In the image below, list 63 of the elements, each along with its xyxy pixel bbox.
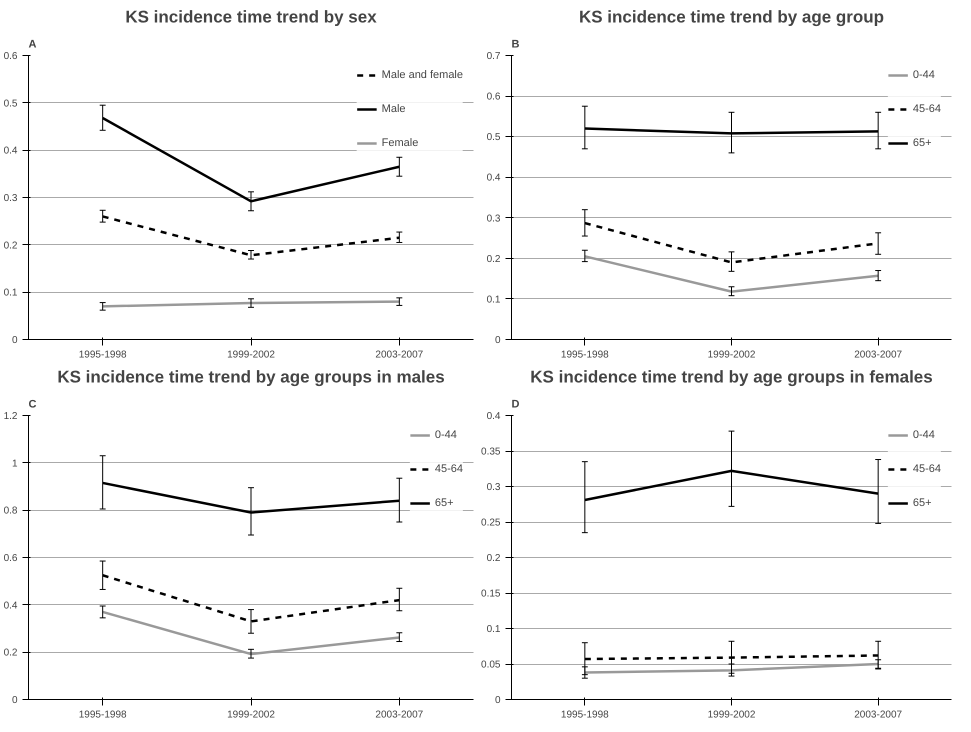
y-tick-label: 0.25 (481, 518, 501, 528)
x-tick-label: 2003-2007 (854, 710, 903, 720)
y-tick-label: 0.2 (4, 648, 18, 659)
y-tick-label: 0.1 (4, 288, 18, 299)
y-tick-label: 0.2 (4, 240, 18, 252)
x-tick-label: 1995-1998 (560, 710, 610, 720)
legend-label: 0-44 (912, 69, 935, 81)
y-tick-label: 0.3 (486, 213, 501, 224)
legend-label: 45-64 (434, 463, 463, 475)
legend-label: 65+ (912, 497, 933, 509)
y-tick-label: 0.8 (4, 506, 18, 517)
legend-label: 45-64 (912, 463, 941, 475)
y-tick-label: 0.6 (486, 92, 501, 103)
y-tick-label: 0.4 (486, 172, 501, 184)
x-tick-label: 1999-2002 (227, 350, 276, 360)
y-tick-label: 0 (494, 335, 501, 346)
y-tick-label: 0.15 (481, 588, 501, 600)
y-tick-label: 0.05 (481, 660, 501, 670)
x-tick-label: 1999-2002 (227, 710, 276, 720)
y-tick-label: 0.1 (486, 294, 501, 306)
y-tick-label: 0.6 (4, 51, 18, 62)
legend-label: 65+ (912, 137, 933, 149)
chart-title: KS incidence time trend by sex (125, 8, 378, 26)
legend-label: 0-44 (912, 429, 935, 441)
legend-label: Male and female (382, 69, 463, 81)
y-tick-label: 0.5 (4, 98, 18, 110)
y-tick-label: 0.3 (4, 193, 18, 204)
y-tick-label: 0.4 (4, 600, 18, 612)
x-tick-label: 2003-2007 (854, 350, 903, 360)
legend-label: 45-64 (912, 103, 941, 115)
text: C (28, 398, 36, 410)
legend-label: Female (382, 137, 418, 149)
y-tick-label: 0.7 (486, 51, 501, 62)
x-tick-label: 1995-1998 (78, 350, 128, 360)
y-tick-label: 0.5 (486, 132, 501, 144)
y-tick-label: 0 (12, 695, 18, 706)
text: A (28, 38, 36, 50)
chart-title: KS incidence time trend by age groups in females (530, 368, 933, 386)
x-tick-label: 1999-2002 (708, 710, 756, 720)
x-tick-label: 1999-2002 (708, 350, 756, 360)
y-tick-label: 0 (12, 335, 18, 346)
y-tick-label: 0.4 (486, 411, 501, 422)
chart-title: KS incidence time trend by age groups in males (57, 368, 445, 386)
x-tick-label: 2003-2007 (375, 710, 424, 720)
legend-label: Male (382, 103, 406, 115)
x-tick-label: 1995-1998 (78, 710, 128, 720)
y-tick-label: 1 (12, 458, 18, 470)
text: B (512, 38, 520, 50)
x-tick-label: 1995-1998 (560, 350, 610, 360)
y-tick-label: 0.6 (4, 553, 18, 564)
y-tick-label: 0.3 (486, 482, 501, 493)
y-tick-label: 0.1 (486, 624, 501, 635)
y-tick-label: 1.2 (4, 411, 18, 422)
chart-title: KS incidence time trend by age group (578, 8, 884, 26)
y-tick-label: 0.35 (481, 446, 501, 458)
text: D (512, 398, 520, 410)
x-tick-label: 2003-2007 (375, 350, 424, 360)
y-tick-label: 0.2 (486, 254, 501, 265)
legend-label: 0-44 (434, 429, 457, 441)
y-tick-label: 0.4 (4, 146, 18, 157)
y-tick-label: 0.2 (486, 553, 501, 564)
legend-label: 65+ (434, 497, 455, 509)
y-tick-label: 0 (494, 695, 501, 706)
